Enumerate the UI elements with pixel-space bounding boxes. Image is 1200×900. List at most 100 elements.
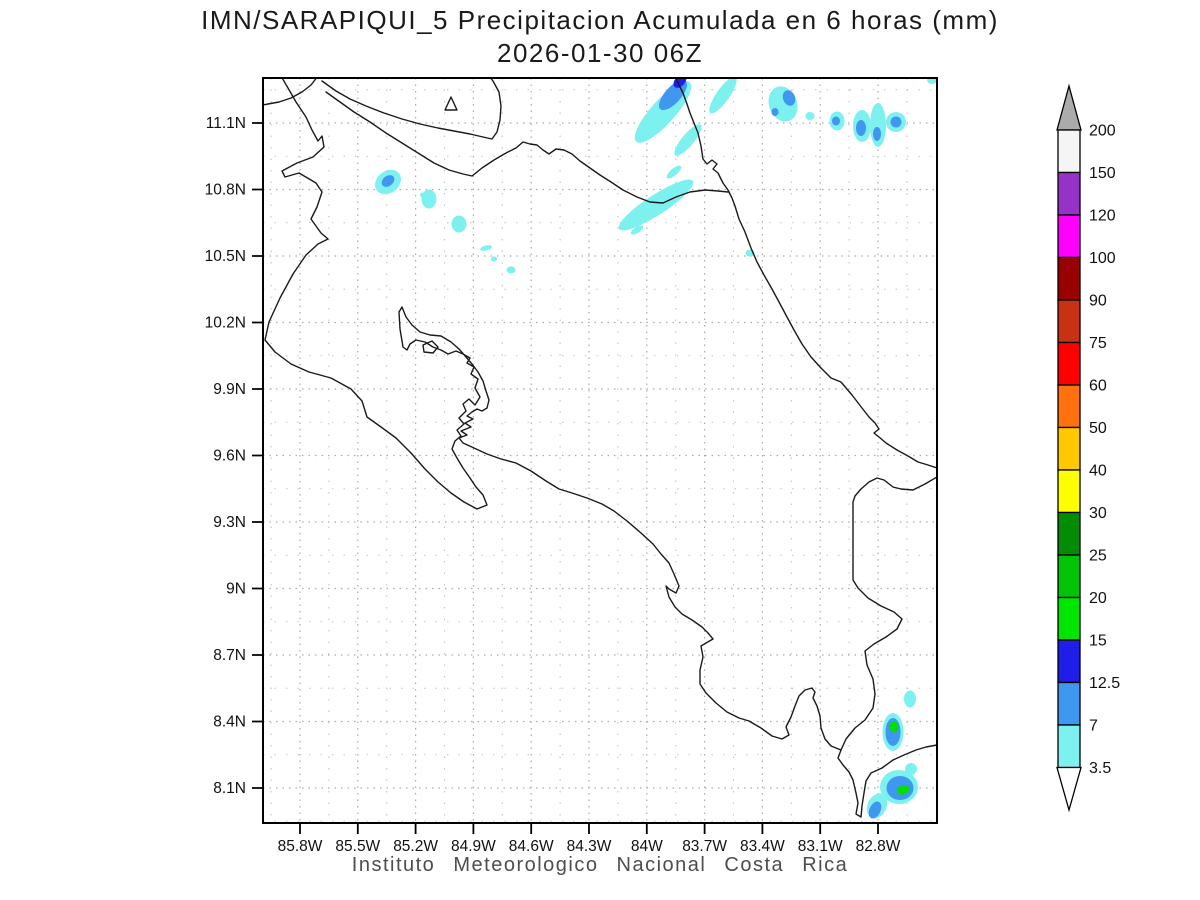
x-axis-label: 85.5W — [335, 838, 380, 855]
colorbar-segment — [1057, 384, 1081, 429]
colorbar-label: 100 — [1089, 250, 1116, 267]
x-axis-ticks — [299, 823, 879, 834]
colorbar-label: 30 — [1089, 505, 1107, 522]
x-axis-label: 83.7W — [682, 838, 727, 855]
precip-blob — [491, 256, 497, 262]
colorbar-label: 120 — [1089, 208, 1116, 225]
precip-blob — [805, 112, 815, 120]
isla-chira-outline — [422, 340, 439, 354]
colorbar-labels: 200 150 120 100 90 75 60 50 40 30 25 20 … — [1089, 123, 1120, 778]
axis-ticks — [252, 122, 879, 834]
y-axis-label: 9.9N — [213, 381, 246, 398]
precip-blob — [666, 165, 682, 179]
precip-blob — [856, 120, 866, 136]
precip-blob — [506, 266, 516, 274]
precip-blob — [889, 721, 899, 733]
x-axis-labels: 85.8W 85.5W 85.2W 84.9W 84.6W 84.3W 84W … — [278, 838, 901, 855]
colorbar-segment — [1057, 299, 1081, 344]
precip-blob — [674, 124, 702, 156]
colorbar-label: 150 — [1089, 165, 1116, 182]
lake-island-outline — [444, 96, 458, 111]
x-axis-label: 85.2W — [393, 838, 438, 855]
y-axis-label: 8.7N — [213, 647, 246, 664]
x-axis-label: 82.8W — [856, 838, 901, 855]
nicaragua-border-river — [325, 91, 729, 204]
colorbar-segment — [1057, 129, 1081, 174]
colorbar-label: 3.5 — [1089, 760, 1111, 777]
x-axis-label: 84.9W — [451, 838, 496, 855]
colorbar-segment — [1057, 639, 1081, 684]
y-axis-labels: 11.1N 10.8N 10.5N 10.2N 9.9N 9.6N 9.3N 9… — [205, 115, 246, 797]
precip-blob — [771, 108, 779, 116]
map-frame — [262, 77, 938, 824]
precip-blob — [709, 78, 737, 114]
colorbar-segment — [1057, 426, 1081, 471]
y-axis-label: 8.1N — [213, 780, 246, 797]
precip-blob — [618, 179, 694, 231]
precip-blob — [768, 86, 798, 122]
x-axis-label: 85.8W — [278, 838, 323, 855]
coastline-borders — [263, 78, 937, 818]
colorbar-label: 90 — [1089, 293, 1107, 310]
colorbar-label: 20 — [1089, 590, 1107, 607]
colorbar-arrow-down — [1056, 766, 1082, 813]
y-axis-label: 9.6N — [213, 448, 246, 465]
colorbar-label: 15 — [1089, 633, 1107, 650]
colorbar-segment — [1057, 681, 1081, 726]
colorbar-label: 75 — [1089, 335, 1107, 352]
lake-nicaragua-shore-south — [321, 78, 502, 140]
precip-blob — [868, 801, 882, 819]
precip-blob — [832, 116, 840, 126]
colorbar-label: 40 — [1089, 463, 1107, 480]
y-axis-label: 9N — [226, 581, 246, 598]
y-axis-ticks — [252, 122, 263, 789]
colorbar-segment — [1057, 511, 1081, 556]
precipitation-shading — [375, 78, 937, 819]
x-axis-label: 84.6W — [509, 838, 554, 855]
x-axis-label: 83.4W — [740, 838, 785, 855]
chart-subtitle: 2026-01-30 06Z — [496, 37, 704, 68]
title-block: IMN/SARAPIQUI_5 Precipitacion Acumulada … — [0, 4, 1200, 69]
y-axis-label: 11.1N — [206, 115, 246, 132]
grid-major-horizontal — [263, 122, 937, 789]
colorbar-arrow-up — [1056, 83, 1082, 131]
panama-border — [840, 476, 937, 751]
pacific-coastline — [264, 78, 937, 818]
precip-blob — [381, 175, 395, 187]
lake-nicaragua-shore-west — [263, 78, 318, 106]
colorbar-label: 50 — [1089, 420, 1107, 437]
colorbar-segment — [1057, 724, 1081, 769]
colorbar-label: 25 — [1089, 548, 1107, 565]
chart-title: IMN/SARAPIQUI_5 Precipitacion Acumulada … — [201, 5, 999, 35]
precip-blob — [421, 189, 437, 209]
precip-blob — [873, 127, 881, 141]
lat-lon-grid — [263, 78, 937, 823]
y-axis-label: 10.8N — [205, 182, 246, 199]
colorbar-segment — [1057, 171, 1081, 216]
colorbar — [1056, 83, 1082, 813]
precip-blob — [451, 215, 467, 233]
colorbar-label: 200 — [1089, 123, 1116, 140]
precip-blob — [896, 785, 910, 795]
precip-blob — [927, 78, 937, 84]
colorbar-segment — [1057, 596, 1081, 641]
colorbar-label: 60 — [1089, 378, 1107, 395]
precip-blob — [905, 763, 917, 775]
colorbar-label: 12.5 — [1089, 675, 1120, 692]
x-axis-label: 84W — [631, 838, 663, 855]
caribbean-coastline — [675, 78, 937, 469]
colorbar-segment — [1057, 256, 1081, 301]
precip-blob — [480, 245, 492, 251]
precip-blob — [890, 116, 902, 128]
colorbar-segment — [1057, 214, 1081, 259]
precip-blob — [782, 90, 796, 106]
y-axis-label: 9.3N — [213, 514, 246, 531]
y-axis-label: 10.5N — [205, 248, 246, 265]
x-axis-label: 83.1W — [798, 838, 843, 855]
x-axis-label: 84.3W — [567, 838, 612, 855]
colorbar-label: 7 — [1089, 718, 1098, 735]
colorbar-segment — [1057, 469, 1081, 514]
colorbar-segment — [1057, 341, 1081, 386]
